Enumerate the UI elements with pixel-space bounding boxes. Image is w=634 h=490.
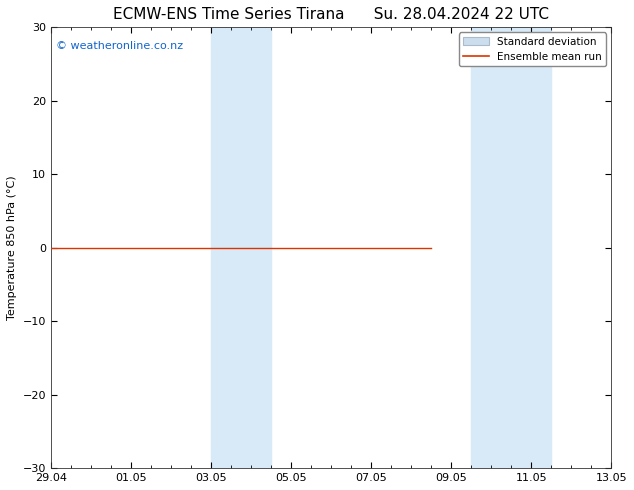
Y-axis label: Temperature 850 hPa (°C): Temperature 850 hPa (°C) — [7, 175, 17, 320]
Bar — [471, 27, 551, 468]
Title: ECMW-ENS Time Series Tirana      Su. 28.04.2024 22 UTC: ECMW-ENS Time Series Tirana Su. 28.04.20… — [113, 7, 549, 22]
Bar — [211, 27, 271, 468]
Text: © weatheronline.co.nz: © weatheronline.co.nz — [56, 41, 184, 50]
Legend: Standard deviation, Ensemble mean run: Standard deviation, Ensemble mean run — [458, 32, 606, 66]
